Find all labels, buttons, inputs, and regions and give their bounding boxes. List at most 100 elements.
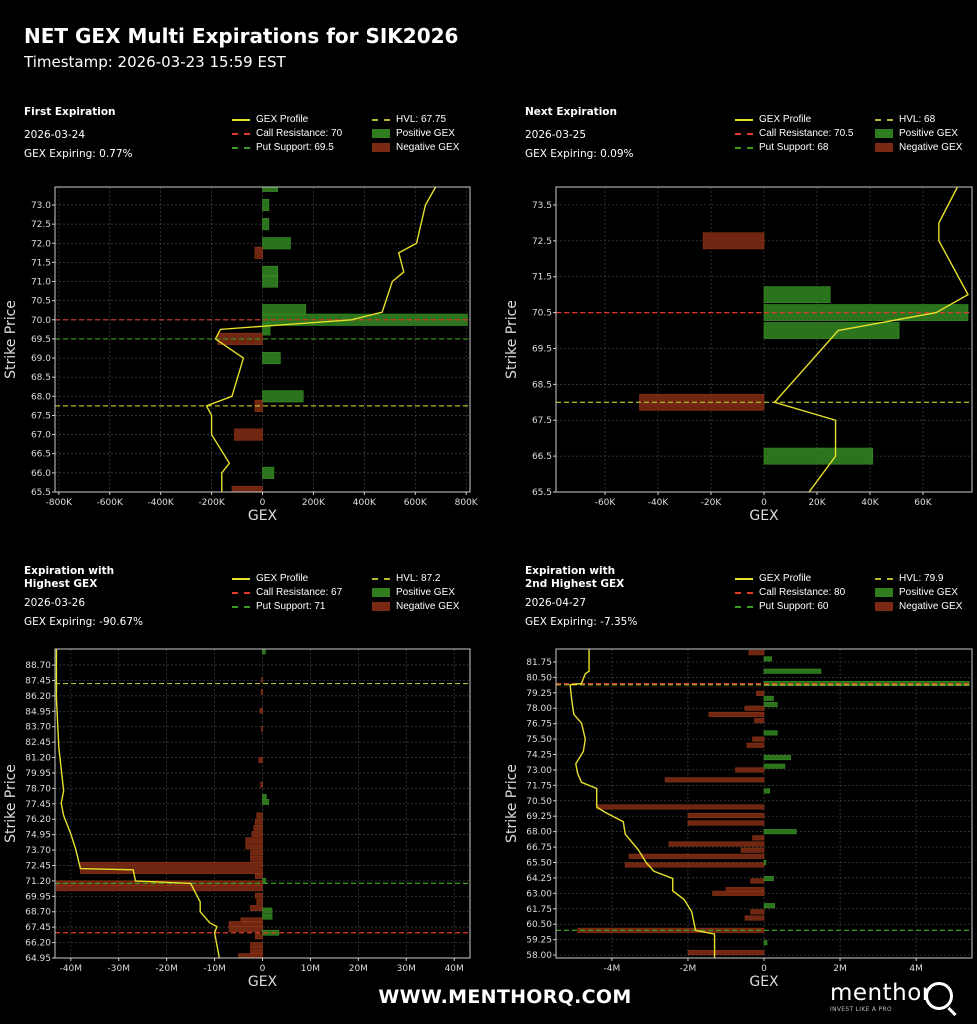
box-swatch-icon — [875, 129, 893, 138]
negative-gex-bar — [261, 726, 263, 733]
line-swatch-icon — [735, 577, 753, 580]
y-tick-label: 68.0 — [31, 392, 51, 402]
legend-positive-gex: Positive GEX — [875, 128, 975, 139]
legend-label: Call Resistance: 80 — [759, 587, 846, 598]
legend-label: Negative GEX — [396, 142, 460, 153]
y-tick-label: 88.70 — [25, 661, 51, 671]
y-tick-label: 63.00 — [526, 889, 552, 899]
x-tick-label: 2M — [833, 964, 847, 974]
positive-gex-bar — [763, 668, 822, 674]
y-axis-label: Strike Price — [504, 764, 520, 843]
legend-label: Put Support: 71 — [256, 601, 326, 612]
negative-gex-bar — [750, 909, 765, 915]
plot-frame — [54, 648, 471, 959]
positive-gex-bar — [763, 286, 831, 304]
legend-call-resistance: Call Resistance: 67 — [232, 587, 372, 598]
legend-gex-profile: GEX Profile — [735, 573, 875, 584]
legend-positive-gex: Positive GEX — [875, 587, 975, 598]
negative-gex-bar — [752, 835, 765, 841]
y-tick-label: 78.00 — [526, 704, 552, 714]
negative-gex-bar — [253, 824, 263, 831]
negative-gex-bar — [668, 841, 765, 847]
chart-legend: GEX Profile HVL: 87.2 Call Resistance: 6… — [232, 573, 472, 612]
negative-gex-bar — [744, 705, 765, 711]
y-tick-label: 69.95 — [25, 892, 51, 902]
legend-label: Call Resistance: 70.5 — [759, 128, 854, 139]
positive-gex-bar — [262, 390, 304, 403]
legend-negative-gex: Negative GEX — [372, 142, 472, 153]
x-axis-label: GEX — [749, 508, 779, 524]
logo-q-icon — [925, 982, 953, 1010]
legend-label: Call Resistance: 67 — [256, 587, 343, 598]
y-tick-label: 67.5 — [31, 411, 51, 421]
positive-gex-bar — [763, 702, 778, 708]
y-tick-label: 70.5 — [532, 309, 552, 319]
x-tick-label: 0 — [761, 498, 767, 508]
negative-gex-bar — [664, 777, 765, 783]
x-tick-label: -10M — [203, 964, 225, 974]
legend-label: Positive GEX — [899, 587, 958, 598]
legend-label: Negative GEX — [396, 601, 460, 612]
negative-gex-bar — [56, 885, 263, 892]
dashed-swatch-icon — [372, 118, 390, 121]
timestamp: Timestamp: 2026-03-23 15:59 EST — [24, 53, 286, 71]
legend-positive-gex: Positive GEX — [372, 128, 472, 139]
y-axis-label: Strike Price — [3, 300, 19, 379]
x-tick-label: 40K — [861, 498, 879, 508]
negative-gex-bar — [624, 862, 765, 868]
x-tick-label: -200K — [198, 498, 225, 508]
y-tick-label: 83.70 — [25, 723, 51, 733]
negative-gex-bar — [748, 650, 765, 656]
legend-label: Positive GEX — [899, 128, 958, 139]
negative-gex-bar — [256, 898, 263, 905]
legend-call-resistance: Call Resistance: 80 — [735, 587, 875, 598]
x-tick-label: 10M — [301, 964, 320, 974]
legend-label: Put Support: 68 — [759, 142, 829, 153]
y-tick-label: 67.0 — [31, 431, 51, 441]
dashed-swatch-icon — [372, 577, 390, 580]
y-tick-label: 72.45 — [25, 861, 51, 871]
positive-gex-bar — [262, 237, 291, 250]
legend-label: HVL: 87.2 — [396, 573, 441, 584]
positive-gex-bar — [763, 730, 778, 736]
plot-frame — [555, 648, 973, 959]
line-swatch-icon — [232, 118, 250, 121]
legend-label: Negative GEX — [899, 601, 963, 612]
negative-gex-bar — [708, 711, 765, 717]
x-tick-label: 40M — [445, 964, 464, 974]
y-tick-label: 66.20 — [25, 939, 51, 949]
legend-label: Put Support: 60 — [759, 601, 829, 612]
gex-profile-line — [205, 186, 437, 492]
gex-expiring: GEX Expiring: 0.09% — [525, 148, 634, 160]
positive-gex-bar — [262, 218, 270, 231]
panel-header: Next Expiration 2026-03-25 GEX Expiring:… — [525, 106, 634, 161]
y-tick-label: 72.5 — [532, 237, 552, 247]
expiration-date: 2026-03-24 — [24, 129, 86, 141]
y-tick-label: 79.95 — [25, 769, 51, 779]
negative-gex-bar — [752, 736, 765, 742]
plot-frame — [54, 186, 471, 493]
negative-gex-bar — [245, 837, 263, 844]
line-swatch-icon — [735, 118, 753, 121]
x-tick-label: 200K — [302, 498, 326, 508]
y-tick-label: 69.0 — [31, 354, 51, 364]
x-tick-label: 0 — [260, 964, 266, 974]
legend-negative-gex: Negative GEX — [875, 142, 975, 153]
y-tick-label: 66.0 — [31, 469, 51, 479]
y-tick-label: 68.00 — [526, 828, 552, 838]
negative-gex-bar — [702, 232, 765, 250]
x-axis-label: GEX — [248, 974, 278, 990]
x-tick-label: 60K — [914, 498, 932, 508]
y-tick-label: 71.20 — [25, 877, 51, 887]
negative-gex-bar — [250, 855, 263, 862]
y-tick-label: 81.75 — [526, 658, 552, 668]
negative-gex-bar — [756, 690, 765, 696]
y-tick-label: 69.25 — [526, 812, 552, 822]
negative-gex-bar — [250, 948, 263, 955]
box-swatch-icon — [372, 602, 390, 611]
negative-gex-bar — [234, 428, 263, 441]
x-tick-label: 0 — [761, 964, 767, 974]
negative-gex-bar — [231, 485, 263, 493]
y-tick-label: 72.0 — [31, 239, 51, 249]
